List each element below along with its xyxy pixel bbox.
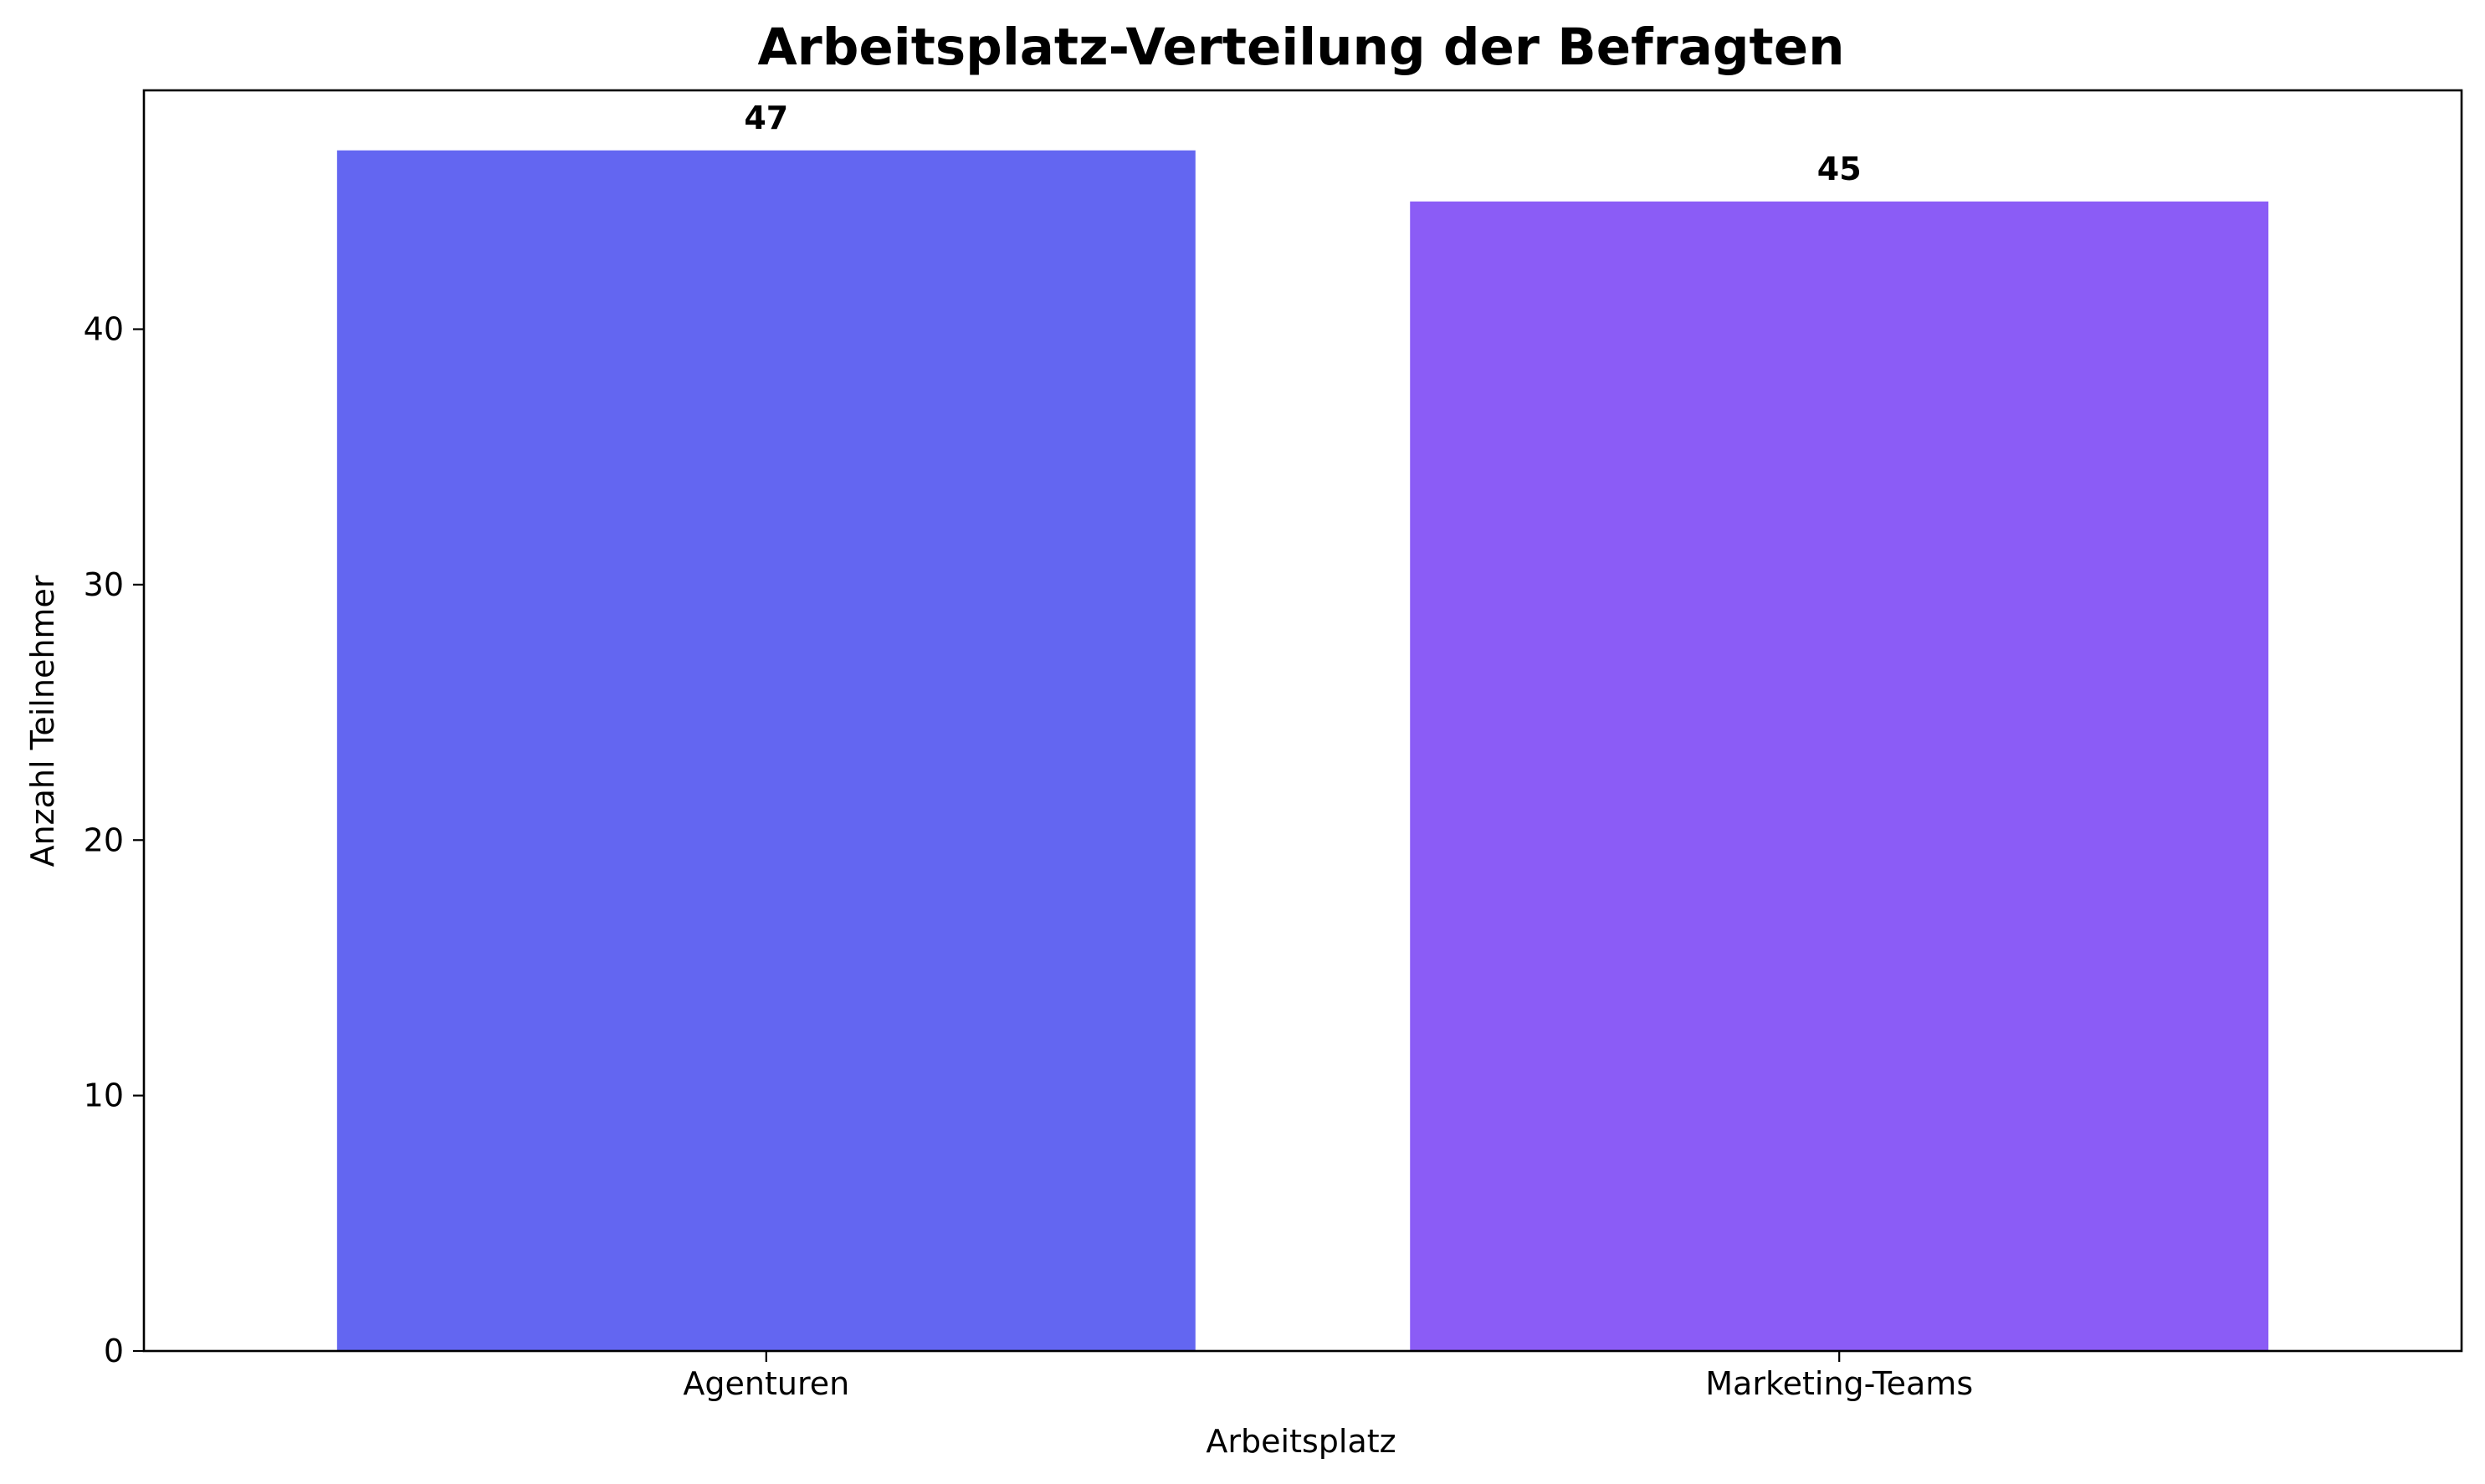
x-tick-label: Agenturen [683, 1365, 849, 1402]
x-axis: Agenturen Marketing-Teams [683, 1351, 1973, 1402]
y-tick-label: 0 [104, 1333, 124, 1369]
x-axis-label: Arbeitsplatz [1206, 1423, 1396, 1460]
y-tick-label: 20 [84, 821, 124, 858]
y-axis-label: Anzahl Teilnehmer [24, 575, 61, 867]
bar-agenturen [336, 150, 1196, 1351]
data-label: 47 [744, 100, 788, 136]
y-tick-label: 30 [84, 566, 124, 603]
bar-marketing-teams [1410, 201, 2269, 1352]
data-label: 45 [1817, 151, 1862, 187]
bar-group [336, 150, 2269, 1352]
plot-frame [142, 89, 2463, 1353]
chart-title: Arbeitsplatz-Verteilung der Befragten [757, 18, 1844, 77]
y-tick-label: 10 [84, 1077, 124, 1114]
data-label-group: 47 45 [744, 100, 1861, 187]
x-tick-label: Marketing-Teams [1705, 1365, 1973, 1402]
y-axis: 0 10 20 30 40 [84, 311, 144, 1369]
y-tick-label: 40 [84, 311, 124, 348]
